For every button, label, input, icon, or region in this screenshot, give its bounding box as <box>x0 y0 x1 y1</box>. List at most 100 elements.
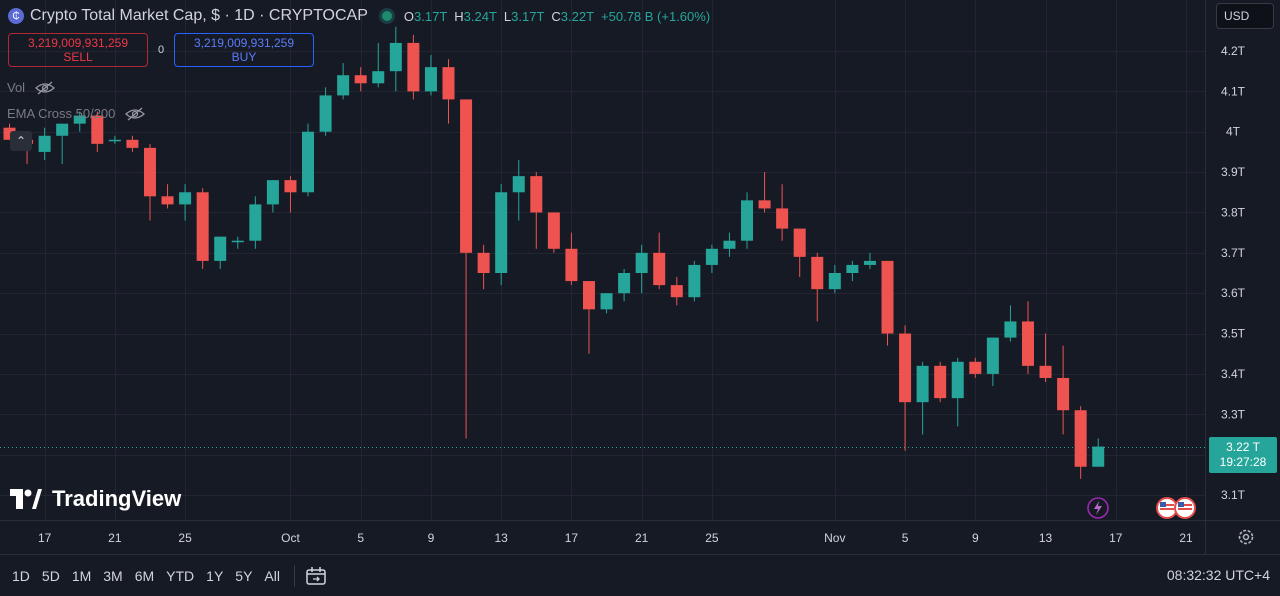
range-1d-button[interactable]: 1D <box>12 567 30 584</box>
range-ytd-button[interactable]: YTD <box>166 567 195 584</box>
candle[interactable] <box>179 184 192 221</box>
candle[interactable] <box>231 236 244 249</box>
calendar-goto-icon[interactable] <box>305 566 327 586</box>
candle[interactable] <box>143 143 156 221</box>
candle[interactable] <box>249 196 262 249</box>
economic-event-flag-icon[interactable] <box>1156 496 1198 520</box>
candle[interactable] <box>354 67 367 92</box>
candle[interactable] <box>969 357 982 378</box>
x-tick-label: 25 <box>178 531 192 545</box>
range-3m-button[interactable]: 3M <box>103 567 123 584</box>
range-5d-button[interactable]: 5D <box>41 567 60 584</box>
candle[interactable] <box>934 361 947 403</box>
flash-event-icon[interactable] <box>1086 496 1110 520</box>
candle[interactable] <box>811 252 824 322</box>
candle[interactable] <box>653 232 666 290</box>
currency-selector[interactable]: USD <box>1216 3 1274 29</box>
candle[interactable] <box>460 99 473 439</box>
market-status-icon[interactable] <box>381 11 392 21</box>
candle[interactable] <box>582 281 595 354</box>
range-1m-button[interactable]: 1M <box>71 567 92 584</box>
tradingview-logo[interactable]: TradingView <box>10 486 181 512</box>
candle[interactable] <box>986 337 999 387</box>
candle[interactable] <box>302 123 315 197</box>
candle-body-down <box>811 256 824 290</box>
candle[interactable] <box>1057 345 1070 435</box>
candle[interactable] <box>407 34 420 100</box>
candle-body-up <box>249 204 262 241</box>
candle[interactable] <box>530 172 543 249</box>
utc-clock[interactable]: 08:32:32 UTC+4 <box>1166 567 1270 583</box>
candle[interactable] <box>723 232 736 257</box>
price-axis[interactable]: 4.2T 4.1T 4T 3.9T 3.8T 3.7T 3.6T 3.5T 3.4T 3.3T 3.… <box>1221 44 1246 502</box>
candle[interactable] <box>881 260 894 346</box>
indicator-vol[interactable]: Vol <box>7 80 56 95</box>
candle[interactable] <box>899 325 912 451</box>
candle[interactable] <box>214 236 227 269</box>
candle[interactable] <box>389 26 402 92</box>
candle[interactable] <box>196 188 209 269</box>
candle[interactable] <box>635 244 648 294</box>
candle[interactable] <box>863 252 876 269</box>
candle[interactable] <box>741 192 754 249</box>
candle[interactable] <box>618 268 631 302</box>
collapse-legend-button[interactable]: ⌃ <box>10 131 32 151</box>
hidden-eye-icon[interactable] <box>125 107 146 121</box>
candle-body-down <box>776 208 789 229</box>
candle[interactable] <box>565 232 578 286</box>
grid <box>0 0 1280 554</box>
candle[interactable] <box>442 59 455 124</box>
candle[interactable] <box>776 184 789 241</box>
buy-button[interactable]: 3,219,009,931,259 BUY <box>174 33 314 67</box>
candle-body-up <box>986 337 999 374</box>
candle[interactable] <box>108 135 121 144</box>
range-1y-button[interactable]: 1Y <box>206 567 224 584</box>
candle[interactable] <box>846 260 859 282</box>
candle[interactable] <box>266 180 279 213</box>
range-6m-button[interactable]: 6M <box>134 567 155 584</box>
candle[interactable] <box>1092 438 1105 467</box>
candle[interactable] <box>161 184 174 209</box>
candle[interactable] <box>670 277 683 306</box>
candle[interactable] <box>828 264 841 294</box>
candle[interactable] <box>284 176 297 213</box>
candle[interactable] <box>38 127 51 160</box>
symbol-title[interactable]: Crypto Total Market Cap, $ · 1D · CRYPTO… <box>30 7 368 24</box>
x-tick-label: 9 <box>972 531 979 545</box>
candle[interactable] <box>495 184 508 286</box>
candle[interactable] <box>73 111 86 132</box>
range-all-button[interactable]: All <box>264 567 280 584</box>
candle[interactable] <box>424 55 437 96</box>
candle[interactable] <box>337 63 350 100</box>
indicator-ema[interactable]: EMA Cross 50/200 <box>7 106 146 121</box>
candle[interactable] <box>1039 333 1052 382</box>
candle[interactable] <box>477 244 490 290</box>
candle[interactable] <box>758 172 771 213</box>
y-tick-label: 4.2T <box>1221 44 1246 58</box>
candle[interactable] <box>512 159 525 221</box>
last-price-value: 3.22 T <box>1226 440 1260 454</box>
candle[interactable] <box>126 135 139 152</box>
candle[interactable] <box>793 228 806 278</box>
candle[interactable] <box>372 42 385 88</box>
candle[interactable] <box>56 123 69 165</box>
candle-body-up <box>828 273 841 290</box>
candle[interactable] <box>1004 305 1017 342</box>
candle[interactable] <box>91 111 104 152</box>
candle[interactable] <box>916 361 929 435</box>
candles[interactable] <box>3 26 1105 479</box>
candle[interactable] <box>705 244 718 273</box>
time-axis[interactable]: 17 21 25 Oct 5 9 13 17 21 25 Nov 5 9 13 17 21 <box>38 531 1193 545</box>
candle[interactable] <box>600 293 613 314</box>
candle[interactable] <box>547 212 560 253</box>
candle[interactable] <box>951 357 964 427</box>
candle[interactable] <box>1074 406 1087 479</box>
candle[interactable] <box>688 260 701 302</box>
sell-button[interactable]: 3,219,009,931,259 SELL <box>8 33 148 67</box>
candle[interactable] <box>1021 301 1034 374</box>
range-5y-button[interactable]: 5Y <box>235 567 253 584</box>
candle[interactable] <box>319 87 332 136</box>
settings-gear-icon[interactable] <box>1236 527 1256 547</box>
hidden-eye-icon[interactable] <box>35 81 56 95</box>
